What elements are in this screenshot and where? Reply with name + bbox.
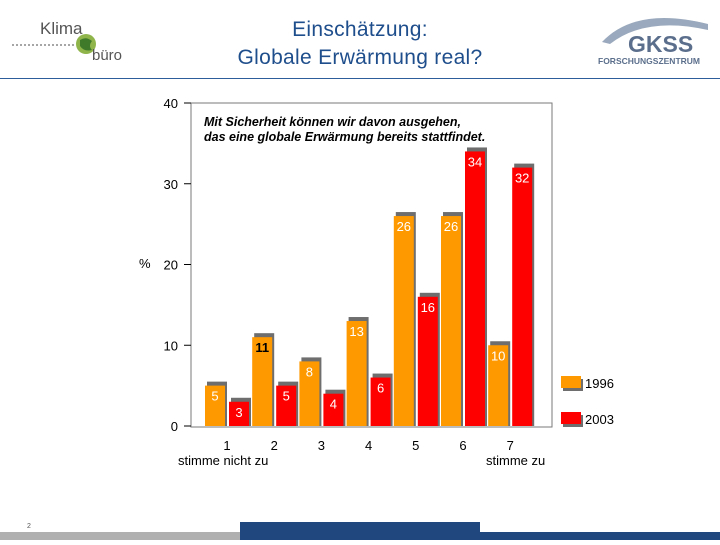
y-tick-label: 0 <box>171 419 178 434</box>
bar-value-label: 32 <box>515 171 529 186</box>
page-title-line2: Globale Erwärmung real? <box>237 46 483 69</box>
x-tick-label: 2 <box>271 438 278 453</box>
bar-2003 <box>276 385 297 426</box>
legend-swatch-1996 <box>561 376 581 388</box>
bar-2003 <box>229 401 249 426</box>
footer-bar <box>0 522 720 540</box>
chart-annotation-line1: Mit Sicherheit können wir davon ausgehen… <box>204 115 461 129</box>
bar-value-label: 3 <box>235 405 242 420</box>
x-tick-label: 4 <box>365 438 372 453</box>
legend-label: 2003 <box>585 412 614 427</box>
gkss-logo-word: GKSS <box>628 31 693 57</box>
bar-value-label: 26 <box>444 219 458 234</box>
klimabuero-logo: Klima büro <box>8 10 138 70</box>
footer-gray-segment <box>0 532 240 540</box>
bar-value-label: 4 <box>330 397 337 412</box>
bar-value-label: 5 <box>283 389 290 404</box>
bar-1996 <box>299 361 320 426</box>
y-axis-label: % <box>139 256 151 271</box>
page-title: Einschätzung: Globale Erwärmung real? <box>160 16 560 72</box>
bar-1996 <box>346 321 367 426</box>
bar-2003 <box>417 296 438 426</box>
bar-value-label: 6 <box>377 381 384 396</box>
bar-1996 <box>441 216 461 426</box>
bar-2003 <box>465 151 485 426</box>
footer-blue-tab <box>240 522 480 532</box>
x-axis-left-label: stimme nicht zu <box>178 453 268 468</box>
y-tick-label: 40 <box>164 96 178 111</box>
header-divider <box>0 78 720 79</box>
y-tick-label: 10 <box>164 338 178 353</box>
bar-value-label: 26 <box>397 219 411 234</box>
chart-svg: Mit Sicherheit können wir davon ausgehen… <box>139 96 614 468</box>
gkss-logo-tagline: FORSCHUNGSZENTRUM <box>598 56 700 66</box>
gkss-logo: GKSS FORSCHUNGSZENTRUM <box>596 8 714 70</box>
bar-value-label: 5 <box>211 389 218 404</box>
x-tick-label: 3 <box>318 438 325 453</box>
chart-annotation-line2: das eine globale Erwärmung bereits statt… <box>204 130 485 144</box>
y-tick-label: 20 <box>164 258 178 273</box>
x-tick-label: 7 <box>507 438 514 453</box>
x-tick-label: 6 <box>459 438 466 453</box>
legend-swatch-2003 <box>561 412 581 424</box>
x-tick-label: 5 <box>412 438 419 453</box>
bar-value-label: 34 <box>468 154 482 169</box>
bar-1996 <box>252 337 273 426</box>
bar-chart: Mit Sicherheit können wir davon ausgehen… <box>0 80 720 480</box>
bar-1996 <box>488 345 509 426</box>
bar-value-label: 10 <box>491 348 505 363</box>
bar-1996 <box>393 216 414 426</box>
y-tick-label: 30 <box>164 177 178 192</box>
bar-value-label: 8 <box>306 364 313 379</box>
bar-2003 <box>370 377 391 426</box>
x-tick-label: 1 <box>223 438 230 453</box>
bar-value-label: 11 <box>255 340 269 355</box>
bar-1996 <box>205 385 225 426</box>
page-number: 2 <box>27 523 31 530</box>
bar-2003 <box>323 393 344 426</box>
bar-value-label: 13 <box>349 324 363 339</box>
globe-icon <box>76 34 96 54</box>
bar-2003 <box>512 167 533 426</box>
klimabuero-logo-word1: Klima <box>40 19 83 38</box>
gkss-swoosh-icon <box>602 18 708 44</box>
page-title-line1: Einschätzung: <box>292 18 428 41</box>
x-axis-right-label: stimme zu <box>486 453 545 468</box>
klimabuero-logo-word2: büro <box>92 47 122 64</box>
bar-value-label: 16 <box>421 300 435 315</box>
legend-label: 1996 <box>585 376 614 391</box>
footer-blue-segment <box>240 532 720 540</box>
